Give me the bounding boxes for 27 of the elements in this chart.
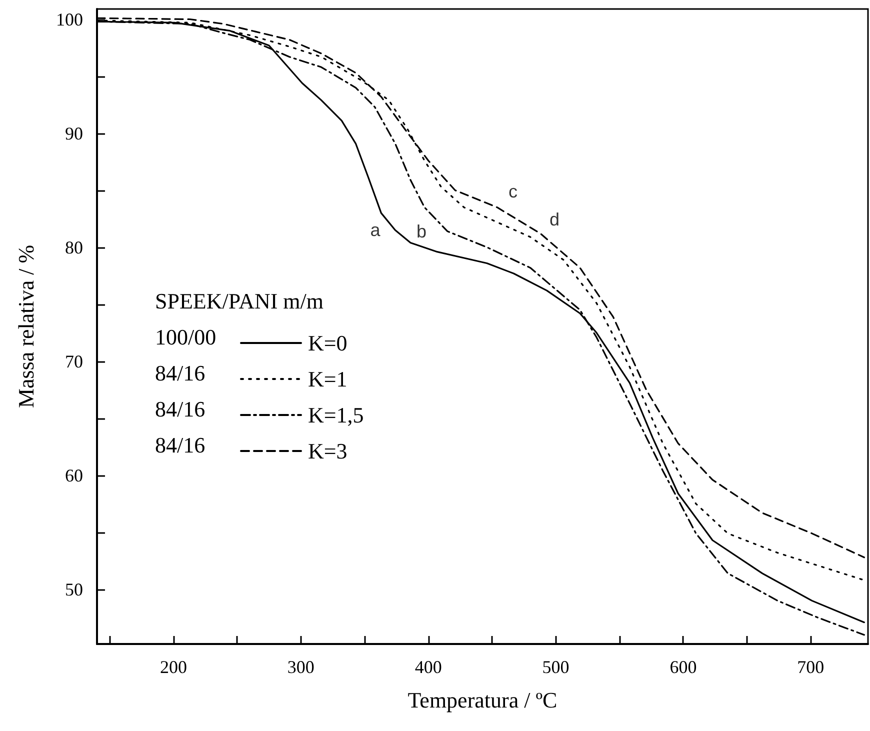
y-tick-label: 60 xyxy=(65,465,83,486)
legend-label: K=1,5 xyxy=(308,402,364,428)
annotation: c xyxy=(508,182,518,202)
legend-label: K=1 xyxy=(308,366,348,392)
annotation: 84/16 xyxy=(155,432,206,458)
annotation: d xyxy=(549,210,560,230)
y-tick-label: 70 xyxy=(65,351,83,372)
legend-label: K=3 xyxy=(308,438,348,464)
x-axis-title: Temperatura / ºC xyxy=(408,688,558,712)
y-axis-title: Massa relativa / % xyxy=(14,244,38,408)
x-tick-label: 300 xyxy=(287,657,314,677)
y-tick-label: 90 xyxy=(65,123,83,144)
y-tick-label: 100 xyxy=(56,9,83,30)
annotation: a xyxy=(370,220,382,240)
y-tick-label: 50 xyxy=(65,579,83,600)
annotation: b xyxy=(416,221,426,242)
x-tick-label: 500 xyxy=(542,657,570,677)
annotation: 100/00 xyxy=(155,324,216,350)
x-tick-label: 400 xyxy=(414,657,442,677)
annotation: 84/16 xyxy=(155,360,206,386)
x-tick-label: 600 xyxy=(670,657,697,677)
annotation: 84/16 xyxy=(155,396,206,422)
legend-label: K=0 xyxy=(308,330,348,356)
x-tick-label: 700 xyxy=(797,657,824,677)
legend-title: SPEEK/PANI m/m xyxy=(155,288,324,314)
y-tick-label: 80 xyxy=(65,237,83,258)
x-tick-label: 200 xyxy=(160,657,187,677)
